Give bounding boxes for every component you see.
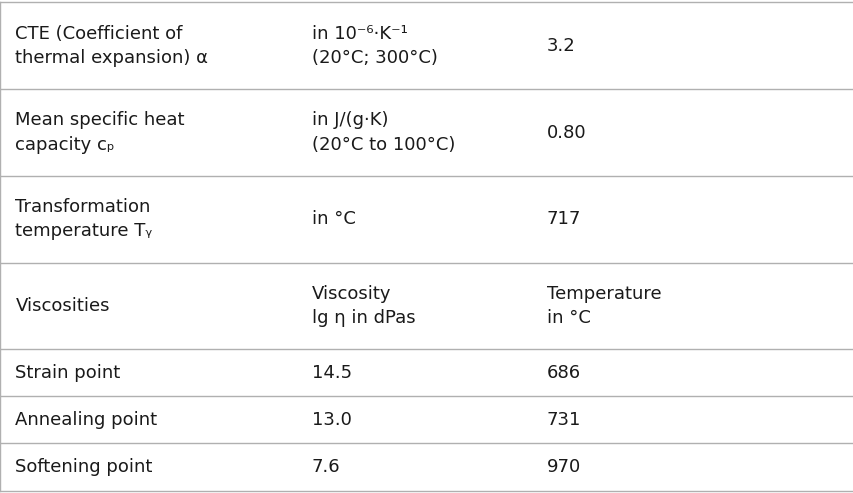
Text: in J/(g·K)
(20°C to 100°C): in J/(g·K) (20°C to 100°C) — [311, 111, 455, 154]
Text: 970: 970 — [546, 458, 580, 476]
Text: in 10⁻⁶·K⁻¹
(20°C; 300°C): in 10⁻⁶·K⁻¹ (20°C; 300°C) — [311, 25, 437, 67]
Text: 13.0: 13.0 — [311, 411, 351, 429]
Text: Viscosity
lg η in dPas: Viscosity lg η in dPas — [311, 285, 415, 327]
Text: Strain point: Strain point — [15, 364, 120, 382]
Text: 0.80: 0.80 — [546, 124, 585, 141]
Text: 7.6: 7.6 — [311, 458, 340, 476]
Text: Temperature
in °C: Temperature in °C — [546, 285, 660, 327]
Text: 717: 717 — [546, 210, 580, 228]
Text: in °C: in °C — [311, 210, 355, 228]
Text: Transformation
temperature Tᵧ: Transformation temperature Tᵧ — [15, 198, 153, 241]
Text: Mean specific heat
capacity cₚ: Mean specific heat capacity cₚ — [15, 111, 184, 154]
Text: Softening point: Softening point — [15, 458, 153, 476]
Text: 3.2: 3.2 — [546, 37, 575, 55]
Text: Annealing point: Annealing point — [15, 411, 157, 429]
Text: 14.5: 14.5 — [311, 364, 351, 382]
Text: 686: 686 — [546, 364, 580, 382]
Text: Viscosities: Viscosities — [15, 297, 110, 315]
Text: 731: 731 — [546, 411, 580, 429]
Text: CTE (Coefficient of
thermal expansion) α: CTE (Coefficient of thermal expansion) α — [15, 25, 208, 67]
